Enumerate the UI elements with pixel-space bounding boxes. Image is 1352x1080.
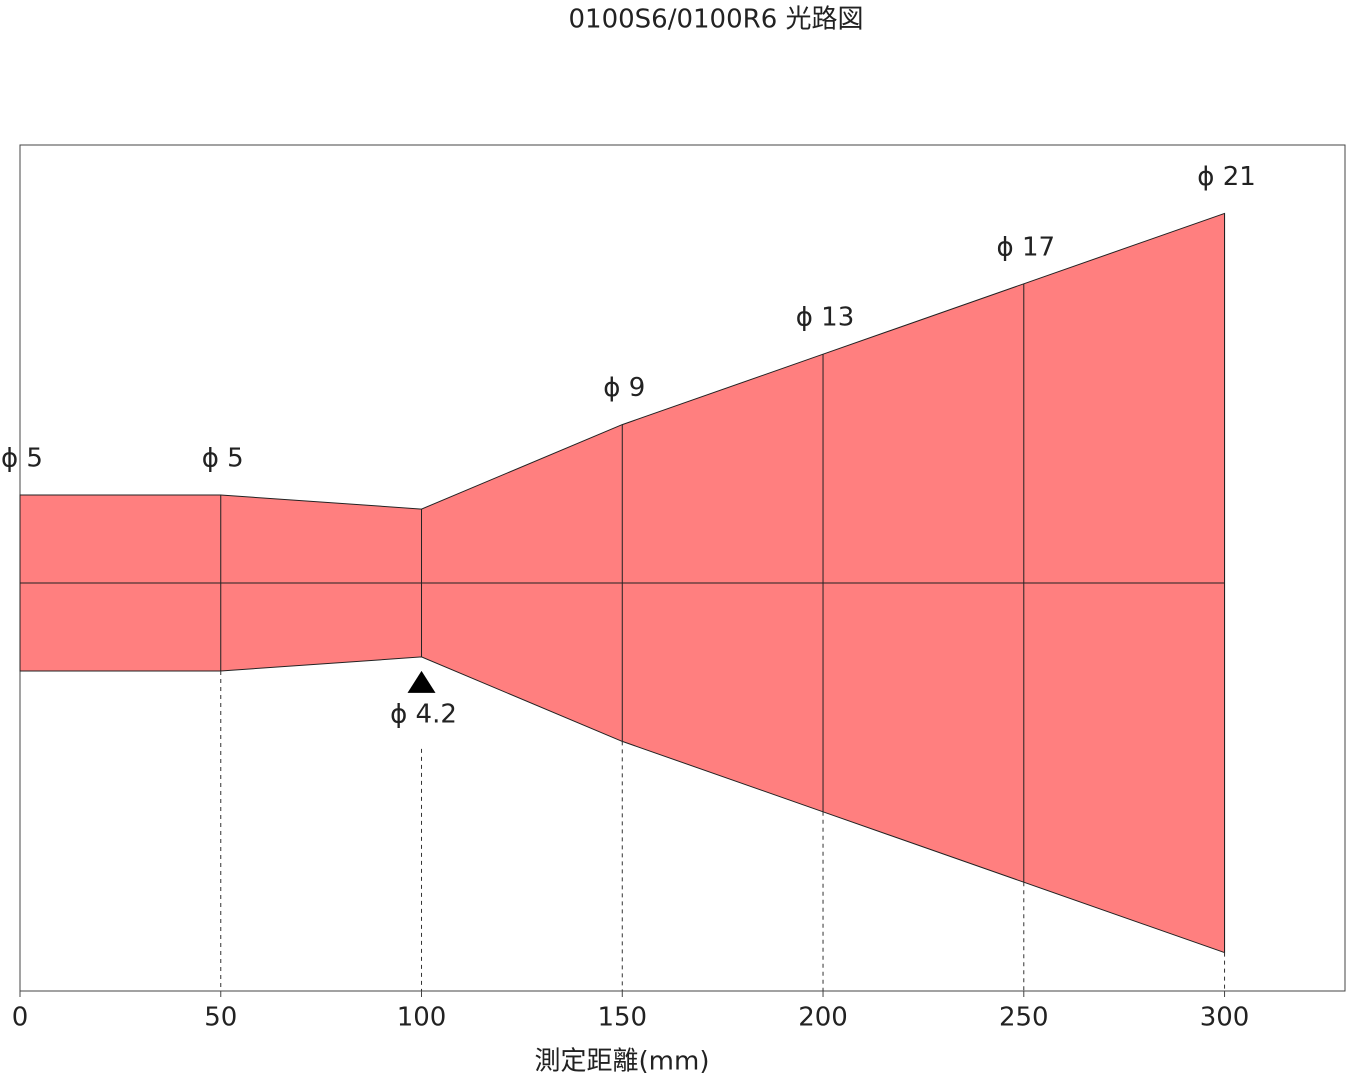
value-label: ϕ 13	[796, 303, 855, 333]
chart-title: 0100S6/0100R6 光路図	[568, 5, 863, 35]
min-marker	[407, 670, 436, 693]
value-label: ϕ 21	[1197, 162, 1256, 192]
x-tick-label: 200	[798, 1003, 848, 1033]
x-tick-label: 250	[999, 1003, 1049, 1033]
value-label: ϕ 4.2	[390, 699, 457, 729]
value-label: ϕ 9	[603, 373, 645, 403]
x-tick-label: 300	[1200, 1003, 1250, 1033]
x-tick-label: 0	[12, 1003, 29, 1033]
x-tick-label: 150	[597, 1003, 647, 1033]
x-axis-label: 測定距離(mm)	[535, 1047, 710, 1077]
x-tick-label: 50	[204, 1003, 237, 1033]
value-label: ϕ 5	[1, 444, 43, 474]
value-label: ϕ 17	[997, 232, 1056, 262]
x-tick-label: 100	[397, 1003, 447, 1033]
value-label: ϕ 5	[202, 444, 244, 474]
